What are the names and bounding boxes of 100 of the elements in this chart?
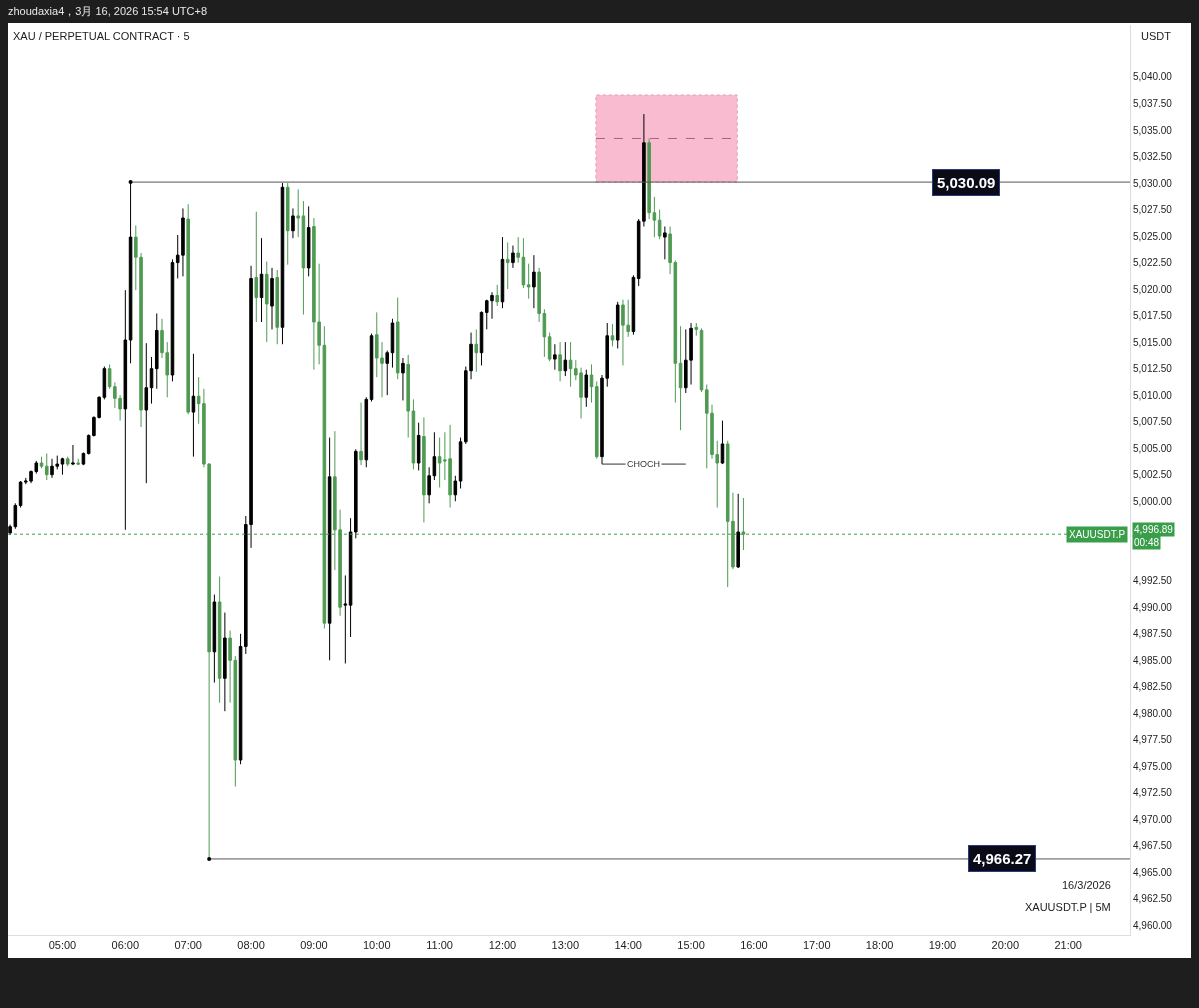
y-tick-label: 4,972.50	[1133, 787, 1173, 799]
candlestick	[270, 267, 274, 330]
candlestick	[594, 380, 599, 460]
candlestick	[474, 328, 479, 373]
candlestick	[123, 289, 128, 531]
annotation: XAUUSDT.P | 5M	[1025, 901, 1111, 913]
candlestick	[186, 203, 190, 415]
y-tick-label: 4,967.50	[1133, 840, 1173, 852]
x-tick-label: 09:00	[300, 939, 328, 952]
x-tick-label: 07:00	[174, 939, 202, 952]
candlestick	[663, 226, 667, 260]
x-tick-label: 13:00	[551, 939, 580, 952]
candlestick	[343, 574, 348, 664]
candlestick	[563, 341, 568, 377]
x-tick-label: 18:00	[865, 939, 894, 952]
y-tick-label: 5,010.00	[1133, 389, 1173, 401]
candlestick	[615, 301, 620, 349]
candlestick	[558, 341, 562, 382]
candlestick	[223, 612, 227, 712]
y-tick-label: 5,015.00	[1133, 336, 1173, 348]
y-tick-label: 5,032.50	[1133, 151, 1173, 163]
candlestick	[154, 312, 159, 390]
candlestick	[411, 398, 416, 470]
candlestick	[694, 322, 699, 337]
y-tick-label: 4,977.50	[1133, 734, 1173, 746]
x-tick-label: 05:00	[48, 939, 77, 952]
y-tick-label: 4,975.00	[1133, 760, 1173, 772]
candlestick	[395, 297, 400, 380]
y-tick-label: 5,025.00	[1133, 230, 1173, 242]
y-tick-label: 5,005.00	[1133, 442, 1173, 454]
y-tick-label: 4,985.00	[1133, 654, 1173, 666]
y-tick-label: 5,007.50	[1133, 416, 1173, 428]
x-tick-label: 17:00	[802, 939, 831, 952]
text: 4,996.89	[1134, 524, 1174, 535]
y-tick-label: 4,960.00	[1133, 919, 1173, 931]
candlestick	[521, 237, 526, 289]
y-tick-label: 4,962.50	[1133, 893, 1173, 905]
candlestick	[306, 205, 311, 277]
candlestick	[285, 182, 290, 266]
candlestick	[327, 437, 332, 661]
candlestick	[254, 211, 259, 323]
x-tick-label: 21:00	[1054, 939, 1082, 952]
y-tick-label: 5,017.50	[1133, 310, 1173, 322]
x-tick-label: 14:00	[614, 939, 642, 952]
candlestick	[390, 318, 395, 369]
x-tick-label: 20:00	[991, 939, 1020, 952]
candlestick	[589, 363, 594, 404]
candlestick	[406, 354, 410, 439]
candlestick	[275, 269, 280, 345]
candlestick	[422, 416, 426, 523]
x-tick-label: 19:00	[928, 939, 957, 952]
ref-line-label: 5,030.09	[937, 174, 996, 191]
x-tick-label: 06:00	[111, 939, 140, 952]
y-tick-label: 5,002.50	[1133, 469, 1173, 481]
candlestick	[547, 332, 552, 362]
candlestick	[65, 456, 70, 467]
candlestick	[191, 353, 196, 458]
ref-line-label: 4,966.27	[973, 850, 1032, 867]
candlestick	[505, 241, 510, 290]
annotation: 16/3/2026	[1062, 879, 1111, 891]
candlestick	[264, 261, 269, 343]
candlestick	[401, 357, 405, 401]
candlestick	[500, 236, 505, 309]
candlestick	[495, 284, 500, 307]
ref-line-label: XAUUSDT.P	[1069, 529, 1126, 540]
y-tick-label: 5,040.00	[1133, 71, 1173, 83]
candlestick	[526, 263, 531, 300]
candlestick	[128, 181, 133, 364]
candlestick	[453, 475, 458, 502]
candlestick	[259, 237, 264, 323]
ref-line-label: CHOCH	[627, 459, 660, 469]
y-tick-label: 5,020.00	[1133, 283, 1173, 295]
candlestick	[511, 245, 515, 269]
chart-title: XAU / PERPETUAL CONTRACT · 5	[13, 30, 190, 42]
chart-subtitle: zhoudaxia4，3月 16, 2026 15:54 UTC+8	[8, 4, 208, 19]
candlestick	[76, 458, 80, 466]
candlestick	[149, 356, 154, 405]
y-tick-label: 5,027.50	[1133, 204, 1173, 216]
candlestick	[144, 342, 149, 484]
y-axis-title: USDT	[1141, 30, 1172, 42]
y-tick-label: 5,030.00	[1133, 177, 1173, 189]
y-tick-label: 5,037.50	[1133, 97, 1173, 109]
x-tick-label: 15:00	[677, 939, 705, 952]
candlestick	[44, 452, 49, 481]
candlestick	[678, 325, 683, 431]
y-tick-label: 5,012.50	[1133, 363, 1173, 375]
y-tick-label: 5,000.00	[1133, 495, 1173, 507]
candlestick	[720, 420, 725, 465]
x-tick-label: 08:00	[237, 939, 265, 952]
y-tick-label: 4,970.00	[1133, 813, 1173, 825]
x-tick-label: 11:00	[426, 939, 453, 952]
x-tick-label: 16:00	[740, 939, 768, 952]
candlestick	[553, 343, 557, 371]
candlestick	[741, 497, 746, 551]
candlestick	[657, 209, 662, 240]
candlestick	[301, 200, 306, 316]
y-tick-label: 4,982.50	[1133, 681, 1173, 693]
y-tick-label: 4,965.00	[1133, 866, 1173, 878]
candlestick	[212, 594, 217, 684]
y-tick-label: 4,990.00	[1133, 601, 1173, 613]
